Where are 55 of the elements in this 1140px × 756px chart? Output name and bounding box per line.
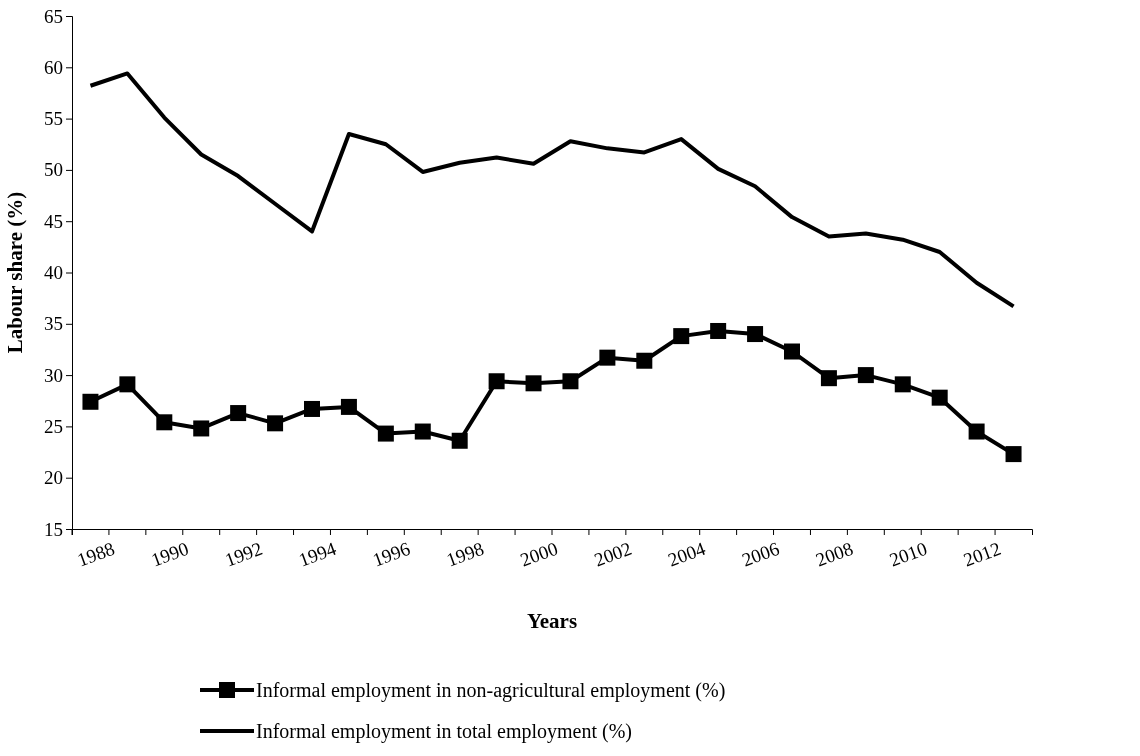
x-tick-label: 1994 bbox=[296, 537, 340, 571]
point bbox=[968, 423, 985, 440]
point bbox=[747, 326, 764, 343]
point bbox=[488, 373, 505, 390]
x-tick-label: 2000 bbox=[517, 537, 561, 571]
point bbox=[82, 393, 99, 410]
point bbox=[156, 414, 173, 431]
point bbox=[820, 370, 837, 387]
y-tick-label: 50 bbox=[44, 159, 63, 181]
point bbox=[1005, 446, 1022, 463]
x-tick-label: 2004 bbox=[665, 537, 709, 571]
y-tick-label: 35 bbox=[44, 313, 63, 335]
point bbox=[377, 425, 394, 442]
y-tick-label: 25 bbox=[44, 415, 63, 437]
point bbox=[931, 389, 948, 406]
point bbox=[119, 376, 136, 393]
x-tick-label: 1998 bbox=[443, 537, 487, 571]
y-tick-label: 45 bbox=[44, 210, 63, 232]
point bbox=[267, 415, 284, 432]
point bbox=[451, 432, 468, 449]
point bbox=[304, 400, 320, 417]
x-tick-label: 1990 bbox=[148, 537, 192, 571]
point bbox=[193, 420, 210, 437]
point bbox=[562, 373, 579, 390]
x-axis-title: Years bbox=[526, 609, 578, 633]
y-tick-label: 20 bbox=[44, 467, 63, 489]
legend-label: Informal employment in non-agricultural employment (%) bbox=[256, 679, 726, 702]
line-series bbox=[88, 71, 1016, 309]
y-tick-label: 65 bbox=[44, 5, 63, 27]
point bbox=[784, 343, 800, 360]
point bbox=[857, 367, 874, 384]
point bbox=[894, 376, 911, 393]
y-tick-label: 15 bbox=[44, 518, 63, 540]
point bbox=[673, 328, 690, 345]
x-tick-label: 2010 bbox=[886, 537, 930, 571]
point bbox=[636, 352, 653, 369]
point bbox=[340, 398, 357, 415]
point bbox=[230, 405, 247, 422]
x-tick-label: 2012 bbox=[960, 537, 1004, 571]
y-tick-label: 40 bbox=[44, 262, 63, 284]
point bbox=[599, 349, 616, 366]
x-tick-label: 1988 bbox=[74, 537, 118, 571]
x-tick-label: 2006 bbox=[739, 537, 782, 571]
y-tick-label: 60 bbox=[44, 56, 63, 78]
legend-label: Informal employment in total employment (%) bbox=[256, 720, 633, 743]
y-axis-title: Labour share (%) bbox=[3, 191, 27, 354]
y-tick-label: 30 bbox=[44, 364, 63, 386]
y-tick-label: 55 bbox=[44, 108, 63, 130]
point bbox=[414, 423, 431, 440]
point bbox=[525, 375, 542, 392]
x-tick-label: 2008 bbox=[812, 537, 856, 571]
x-tick-label: 2002 bbox=[591, 537, 635, 571]
point bbox=[710, 322, 727, 339]
x-tick-label: 1992 bbox=[222, 537, 266, 571]
x-tick-label: 1996 bbox=[369, 537, 413, 571]
